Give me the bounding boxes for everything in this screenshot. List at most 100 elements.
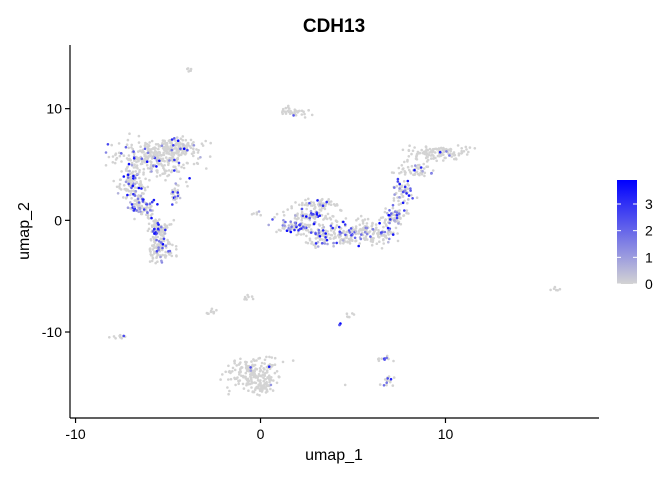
cell-point	[278, 375, 281, 379]
cell-point	[182, 143, 185, 146]
color-legend: 3 2 1 0	[617, 180, 653, 292]
cell-point	[319, 199, 323, 203]
cell-point	[240, 366, 243, 369]
cell-point	[263, 358, 267, 362]
cell-point	[233, 362, 236, 365]
cell-point	[133, 176, 137, 180]
cell-point	[310, 212, 313, 215]
cell-point	[316, 240, 320, 244]
cell-point	[179, 177, 182, 181]
cell-point	[171, 190, 175, 194]
cell-point	[244, 360, 247, 364]
cell-point	[306, 241, 310, 245]
cell-point	[138, 184, 142, 187]
cell-point	[393, 218, 396, 222]
cell-point	[175, 151, 178, 155]
cell-point	[263, 372, 267, 376]
cell-point	[351, 312, 354, 315]
cell-point	[176, 191, 180, 194]
cell-point	[385, 379, 389, 382]
cell-point	[407, 184, 411, 187]
cell-point	[305, 207, 309, 211]
cell-point	[130, 203, 134, 206]
cell-point	[302, 232, 306, 236]
cell-point	[401, 195, 405, 198]
cell-point	[324, 232, 328, 235]
cell-point	[162, 151, 165, 155]
cell-point	[327, 198, 331, 201]
cell-point	[298, 227, 302, 231]
cell-point	[313, 203, 316, 207]
cell-point	[318, 214, 322, 217]
cell-point	[383, 219, 387, 222]
cell-point	[159, 255, 162, 259]
cell-point	[224, 370, 227, 374]
cell-point	[162, 166, 165, 170]
cell-point	[400, 185, 403, 189]
cell-point	[308, 218, 312, 222]
cell-point	[325, 217, 329, 221]
cell-point	[468, 146, 472, 149]
cell-point	[350, 233, 353, 237]
cell-point	[147, 144, 151, 147]
cell-point	[174, 245, 178, 248]
cell-point	[186, 184, 189, 188]
legend-colorbar	[617, 180, 637, 284]
cell-point	[170, 254, 174, 258]
cell-point	[304, 198, 307, 202]
cell-point	[162, 235, 165, 238]
cell-point	[160, 259, 163, 263]
cell-point	[146, 145, 149, 149]
cell-point	[284, 220, 287, 224]
cell-point	[247, 389, 250, 393]
cell-point	[315, 212, 319, 216]
cell-point	[184, 152, 188, 155]
cell-point	[177, 184, 180, 187]
cell-point	[155, 232, 159, 235]
cell-point	[301, 214, 305, 218]
cell-point	[233, 377, 237, 381]
cell-point	[308, 237, 312, 240]
cell-point	[413, 172, 417, 176]
cell-point	[281, 226, 285, 230]
cell-point	[244, 375, 247, 379]
cell-point	[138, 168, 141, 172]
cell-point	[392, 213, 396, 217]
cell-point	[439, 146, 443, 150]
cell-point	[438, 150, 442, 154]
cell-point	[130, 197, 133, 200]
cell-point	[273, 216, 276, 219]
cell-point	[130, 161, 134, 165]
cell-point	[116, 192, 120, 195]
cell-point	[400, 188, 403, 192]
y-axis-ticks: -10 0 10	[42, 101, 70, 340]
cell-point	[556, 289, 559, 292]
cell-point	[151, 248, 155, 251]
cell-point	[355, 218, 358, 222]
cell-point	[160, 225, 163, 229]
cell-point	[407, 212, 410, 215]
cell-point	[403, 170, 407, 173]
cell-point	[387, 213, 391, 217]
cell-point	[147, 155, 151, 158]
cell-point	[118, 178, 122, 181]
cell-point	[406, 179, 410, 183]
cell-point	[296, 212, 299, 215]
cell-point	[406, 160, 409, 163]
cell-point	[189, 69, 192, 72]
cell-point	[354, 230, 358, 233]
cell-point	[238, 373, 241, 376]
cell-point	[335, 224, 339, 227]
cell-point	[170, 170, 173, 174]
cell-point	[346, 315, 349, 318]
cell-point	[150, 170, 153, 173]
cell-point	[152, 155, 155, 159]
cell-point	[251, 363, 254, 367]
cell-point	[253, 388, 257, 392]
cell-point	[254, 381, 258, 385]
cell-point	[227, 364, 230, 368]
cell-point	[282, 214, 286, 217]
cell-point	[348, 231, 352, 234]
cell-point	[420, 173, 424, 176]
